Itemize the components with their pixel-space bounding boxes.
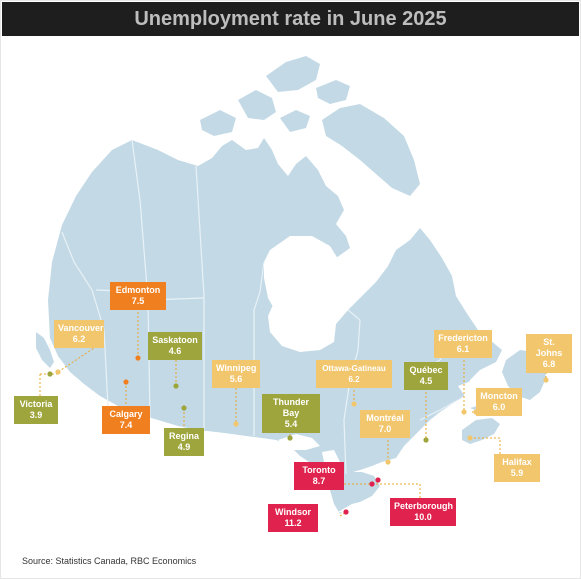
city-name: Regina: [168, 431, 199, 441]
city-label-halifax: Halifax 5.9: [494, 454, 540, 482]
map-title: Unemployment rate in June 2025: [134, 7, 447, 30]
city-value: 6.1: [456, 344, 470, 354]
city-label-quebec: Québec 4.5: [404, 362, 448, 390]
city-dot-peterborough: [375, 477, 381, 483]
city-label-regina: Regina 4.9: [164, 428, 204, 456]
city-value: 3.9: [29, 410, 43, 420]
city-label-victoria: Victoria 3.9: [14, 396, 58, 424]
city-value: 4.9: [177, 442, 191, 452]
city-name: Calgary: [109, 409, 143, 419]
city-dot-st-johns: [543, 377, 549, 383]
city-name: Moncton: [480, 391, 518, 401]
city-value: 7.4: [119, 420, 133, 430]
city-dot-ottawa: [351, 401, 357, 407]
arctic-island: [200, 110, 236, 136]
city-value: 5.6: [229, 374, 243, 384]
city-label-vancouver: Vancouver 6.2: [54, 320, 104, 348]
source-note: Source: Statistics Canada, RBC Economics: [22, 556, 197, 566]
city-dot-winnipeg: [233, 421, 239, 427]
city-name: Fredericton: [438, 333, 488, 343]
city-name: Windsor: [275, 507, 311, 517]
city-dot-thunder-bay: [287, 435, 293, 441]
city-name: Saskatoon: [152, 335, 198, 345]
city-value: 11.2: [284, 518, 302, 528]
title-bar: Unemployment rate in June 2025: [2, 2, 579, 36]
mainland-canada: [48, 138, 502, 476]
city-name: Vancouver: [58, 323, 104, 333]
city-label-ottawa-gatineau: Ottawa-Gatineau 6.2: [316, 360, 392, 388]
city-value: 4.6: [168, 346, 182, 356]
city-value: 5.4: [284, 419, 298, 429]
city-label-winnipeg: Winnipeg 5.6: [212, 360, 260, 388]
city-value: 6.0: [492, 402, 506, 412]
city-dot-calgary: [123, 379, 129, 385]
arctic-island: [238, 90, 276, 120]
connector-lines: [39, 304, 547, 517]
city-value: 7.0: [378, 424, 392, 434]
city-label-edmonton: Edmonton 7.5: [110, 282, 166, 310]
vancouver-island: [36, 332, 54, 368]
city-dots: [47, 355, 549, 515]
city-name: Edmonton: [115, 285, 161, 295]
city-value: 6.2: [72, 334, 86, 344]
city-dot-halifax: [467, 435, 473, 441]
city-name: Winnipeg: [216, 363, 257, 373]
city-label-windsor: Windsor 11.2: [268, 504, 318, 532]
arctic-island: [316, 80, 350, 104]
city-value: 8.7: [312, 476, 326, 486]
city-dot-victoria: [47, 371, 53, 377]
city-dot-quebec: [423, 437, 429, 443]
city-dot-regina: [181, 405, 187, 411]
city-dot-montreal: [385, 459, 391, 465]
arctic-island: [280, 110, 310, 132]
hudson-bay: [264, 236, 340, 318]
city-dot-fredericton: [461, 409, 467, 415]
city-name: Victoria: [19, 399, 53, 409]
city-name: St. Johns: [535, 337, 563, 358]
city-name: Québec: [409, 365, 443, 375]
city-value: 10.0: [414, 512, 432, 522]
city-label-saskatoon: Saskatoon 4.6: [148, 332, 202, 360]
city-value: 7.5: [131, 296, 145, 306]
baffin-island: [322, 104, 420, 196]
city-name: Halifax: [502, 457, 532, 467]
city-label-thunder-bay: Thunder Bay 5.4: [262, 394, 320, 433]
city-label-st-johns: St. Johns 6.8: [526, 334, 572, 373]
city-label-peterborough: Peterborough 10.0: [390, 498, 456, 526]
city-value: 4.5: [419, 376, 433, 386]
southampton-island: [308, 214, 330, 232]
city-label-montreal: Montréal 7.0: [360, 410, 410, 438]
city-name: Thunder Bay: [273, 397, 309, 418]
city-dot-windsor: [343, 509, 349, 515]
city-name: Montréal: [366, 413, 404, 423]
arctic-island: [266, 56, 320, 92]
city-dot-edmonton: [135, 355, 141, 361]
city-label-moncton: Moncton 6.0: [476, 388, 522, 416]
nova-scotia: [462, 418, 500, 444]
city-label-toronto: Toronto 8.7: [294, 462, 344, 490]
city-value: 6.2: [348, 375, 360, 384]
city-name: Ottawa-Gatineau: [322, 364, 386, 373]
city-value: 5.9: [510, 468, 524, 478]
city-name: Toronto: [302, 465, 336, 475]
city-name: Peterborough: [394, 501, 454, 511]
city-label-fredericton: Fredericton 6.1: [434, 330, 492, 358]
city-dot-saskatoon: [173, 383, 179, 389]
city-label-calgary: Calgary 7.4: [102, 406, 150, 434]
city-dot-toronto: [369, 481, 375, 487]
city-dot-vancouver: [55, 369, 61, 375]
city-value: 6.8: [542, 359, 556, 369]
